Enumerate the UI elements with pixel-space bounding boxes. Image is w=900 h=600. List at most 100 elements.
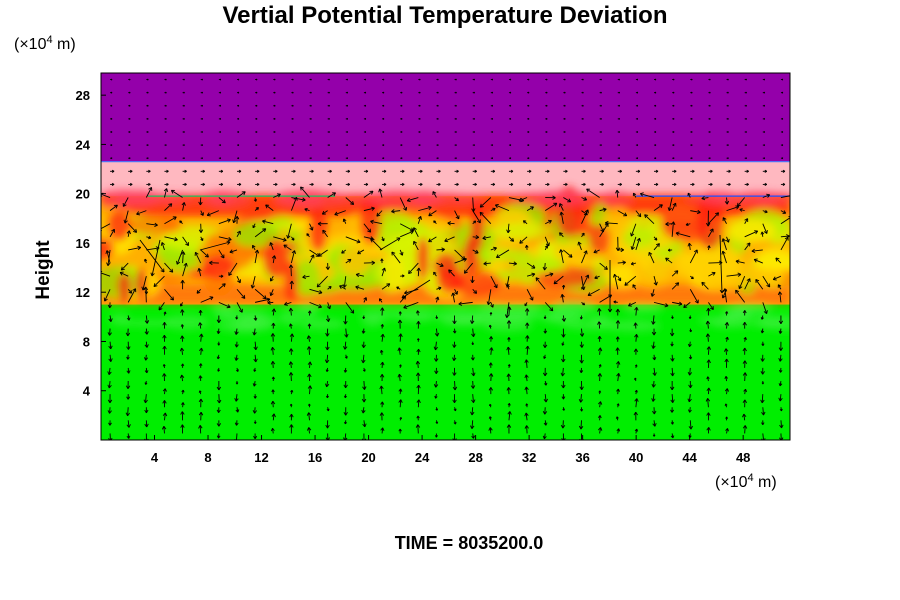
velocity-vector	[382, 117, 385, 120]
velocity-vector	[742, 413, 747, 421]
velocity-vector	[630, 223, 637, 237]
velocity-vector	[206, 210, 220, 217]
velocity-vector	[284, 301, 292, 306]
velocity-vector	[670, 367, 675, 377]
velocity-vector	[472, 144, 475, 147]
velocity-vector	[143, 286, 149, 303]
velocity-vector	[309, 288, 323, 295]
velocity-vector	[252, 407, 258, 414]
velocity-vector	[639, 192, 655, 198]
velocity-vector	[127, 288, 133, 294]
velocity-vector	[780, 236, 789, 251]
velocity-vector	[380, 401, 385, 408]
velocity-vector	[562, 407, 566, 411]
velocity-vector	[164, 182, 169, 186]
velocity-vector	[107, 394, 113, 404]
velocity-vector	[725, 311, 729, 316]
velocity-vector	[726, 272, 742, 277]
velocity-vector	[744, 169, 749, 173]
velocity-vector	[525, 345, 530, 355]
velocity-vector	[179, 374, 185, 382]
velocity-vector	[255, 78, 258, 81]
velocity-vector	[144, 341, 149, 348]
velocity-vector	[705, 333, 711, 342]
velocity-vector	[363, 157, 367, 160]
velocity-vector	[153, 275, 165, 288]
velocity-vector	[200, 249, 209, 258]
velocity-vector	[180, 411, 185, 421]
velocity-vector	[561, 354, 566, 363]
velocity-vector	[454, 289, 458, 295]
velocity-vector	[146, 78, 149, 81]
velocity-vector	[507, 411, 512, 421]
velocity-vector	[434, 367, 439, 374]
layer-band-1	[101, 161, 790, 197]
velocity-vector	[271, 255, 277, 264]
velocity-vector	[615, 320, 621, 329]
velocity-vector	[182, 104, 185, 107]
velocity-vector	[361, 341, 366, 348]
velocity-vector	[472, 249, 479, 254]
velocity-vector	[218, 78, 222, 81]
velocity-vector	[218, 182, 224, 186]
velocity-vector	[217, 367, 221, 372]
velocity-vector	[760, 367, 765, 375]
velocity-vector	[254, 288, 267, 300]
velocity-vector	[581, 232, 585, 238]
velocity-vector	[265, 204, 274, 211]
velocity-vector	[273, 193, 281, 198]
velocity-vector	[724, 322, 730, 329]
velocity-vector	[458, 301, 473, 306]
velocity-vector	[597, 373, 603, 382]
velocity-vector	[507, 403, 511, 408]
velocity-vector	[762, 130, 766, 133]
velocity-vector	[653, 204, 663, 211]
velocity-vector	[581, 302, 586, 306]
velocity-vector	[742, 425, 748, 434]
velocity-vector	[271, 389, 275, 395]
inversion-fringe	[411, 190, 438, 207]
velocity-vector	[496, 249, 510, 259]
velocity-vector	[707, 245, 711, 251]
boundary-texture	[361, 313, 384, 327]
velocity-vector	[762, 157, 766, 160]
velocity-vector	[563, 104, 566, 107]
velocity-vector	[617, 104, 620, 107]
velocity-vector	[435, 407, 439, 411]
velocity-vector	[753, 258, 763, 264]
velocity-vector	[778, 315, 784, 325]
velocity-vector	[470, 315, 475, 324]
velocity-vector	[234, 216, 240, 224]
velocity-vector	[724, 403, 728, 408]
velocity-vector	[361, 328, 366, 334]
velocity-vector	[164, 91, 167, 94]
velocity-vector	[599, 157, 602, 160]
velocity-vector	[229, 249, 238, 254]
velocity-vector	[670, 394, 675, 403]
velocity-vector	[735, 259, 745, 264]
velocity-vector	[435, 315, 439, 320]
velocity-vector	[290, 250, 296, 264]
velocity-vector	[119, 271, 129, 277]
velocity-vector	[454, 104, 457, 107]
warm-plume	[359, 196, 382, 245]
velocity-vector	[490, 144, 494, 147]
velocity-vector	[472, 157, 475, 160]
velocity-vector	[690, 209, 701, 215]
velocity-vector	[362, 367, 366, 372]
velocity-vector	[777, 291, 783, 303]
velocity-vector	[506, 284, 510, 290]
velocity-vector	[163, 188, 169, 198]
velocity-vector	[672, 301, 683, 306]
velocity-vector	[545, 130, 548, 133]
velocity-vector	[136, 210, 147, 216]
velocity-vector	[283, 244, 292, 251]
velocity-vector	[308, 403, 311, 408]
velocity-vector	[525, 244, 529, 250]
velocity-vector	[342, 218, 347, 224]
velocity-vector	[343, 341, 348, 350]
velocity-vector	[200, 157, 203, 160]
velocity-vector	[344, 328, 349, 338]
velocity-vector	[164, 288, 174, 301]
velocity-vector	[744, 130, 747, 133]
